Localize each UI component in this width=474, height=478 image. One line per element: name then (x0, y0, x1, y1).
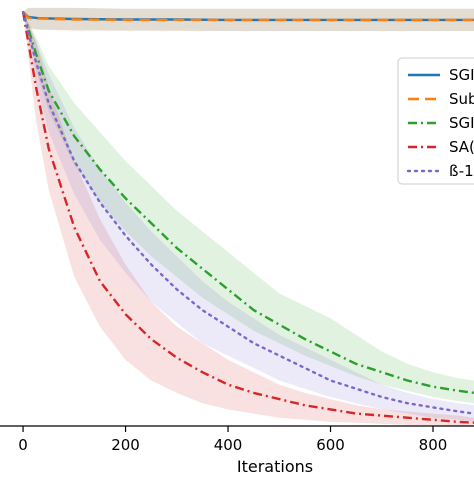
x-tick-label-200: 200 (111, 436, 140, 454)
series-line-subsampling-1 (22, 11, 474, 22)
confidence-bands (23, 7, 474, 426)
band--1-4 (23, 12, 474, 422)
legend-frame (397, 57, 474, 185)
legend-label-sgd-0: SGI (449, 66, 474, 84)
series-lines (21, 10, 474, 424)
x-tick-label-800: 800 (419, 436, 448, 454)
series-line--1-4 (21, 10, 474, 415)
x-tick-label-0: 0 (18, 436, 28, 454)
series-line-saga-3 (21, 11, 474, 424)
legend-label-subsampling-1: Sub (449, 90, 474, 108)
legend-label--1-4: ß-1 (449, 162, 474, 180)
legend-label-saga-3: SA( (449, 138, 474, 156)
band-saga-3 (23, 12, 474, 426)
series-line-sgd-variant-2 (21, 11, 474, 395)
x-tick-label-400: 400 (214, 436, 243, 454)
axes: 0 200 400 600 800 Iterations (0, 425, 474, 476)
legend-label-sgd-variant-2: SGI (449, 114, 474, 132)
x-axis-label: Iterations (237, 457, 313, 474)
legend: SGI Sub SGI SA( ß-1 (397, 57, 474, 185)
band-sgd-variant-2 (23, 12, 474, 404)
x-tick-label-600: 600 (316, 436, 345, 454)
